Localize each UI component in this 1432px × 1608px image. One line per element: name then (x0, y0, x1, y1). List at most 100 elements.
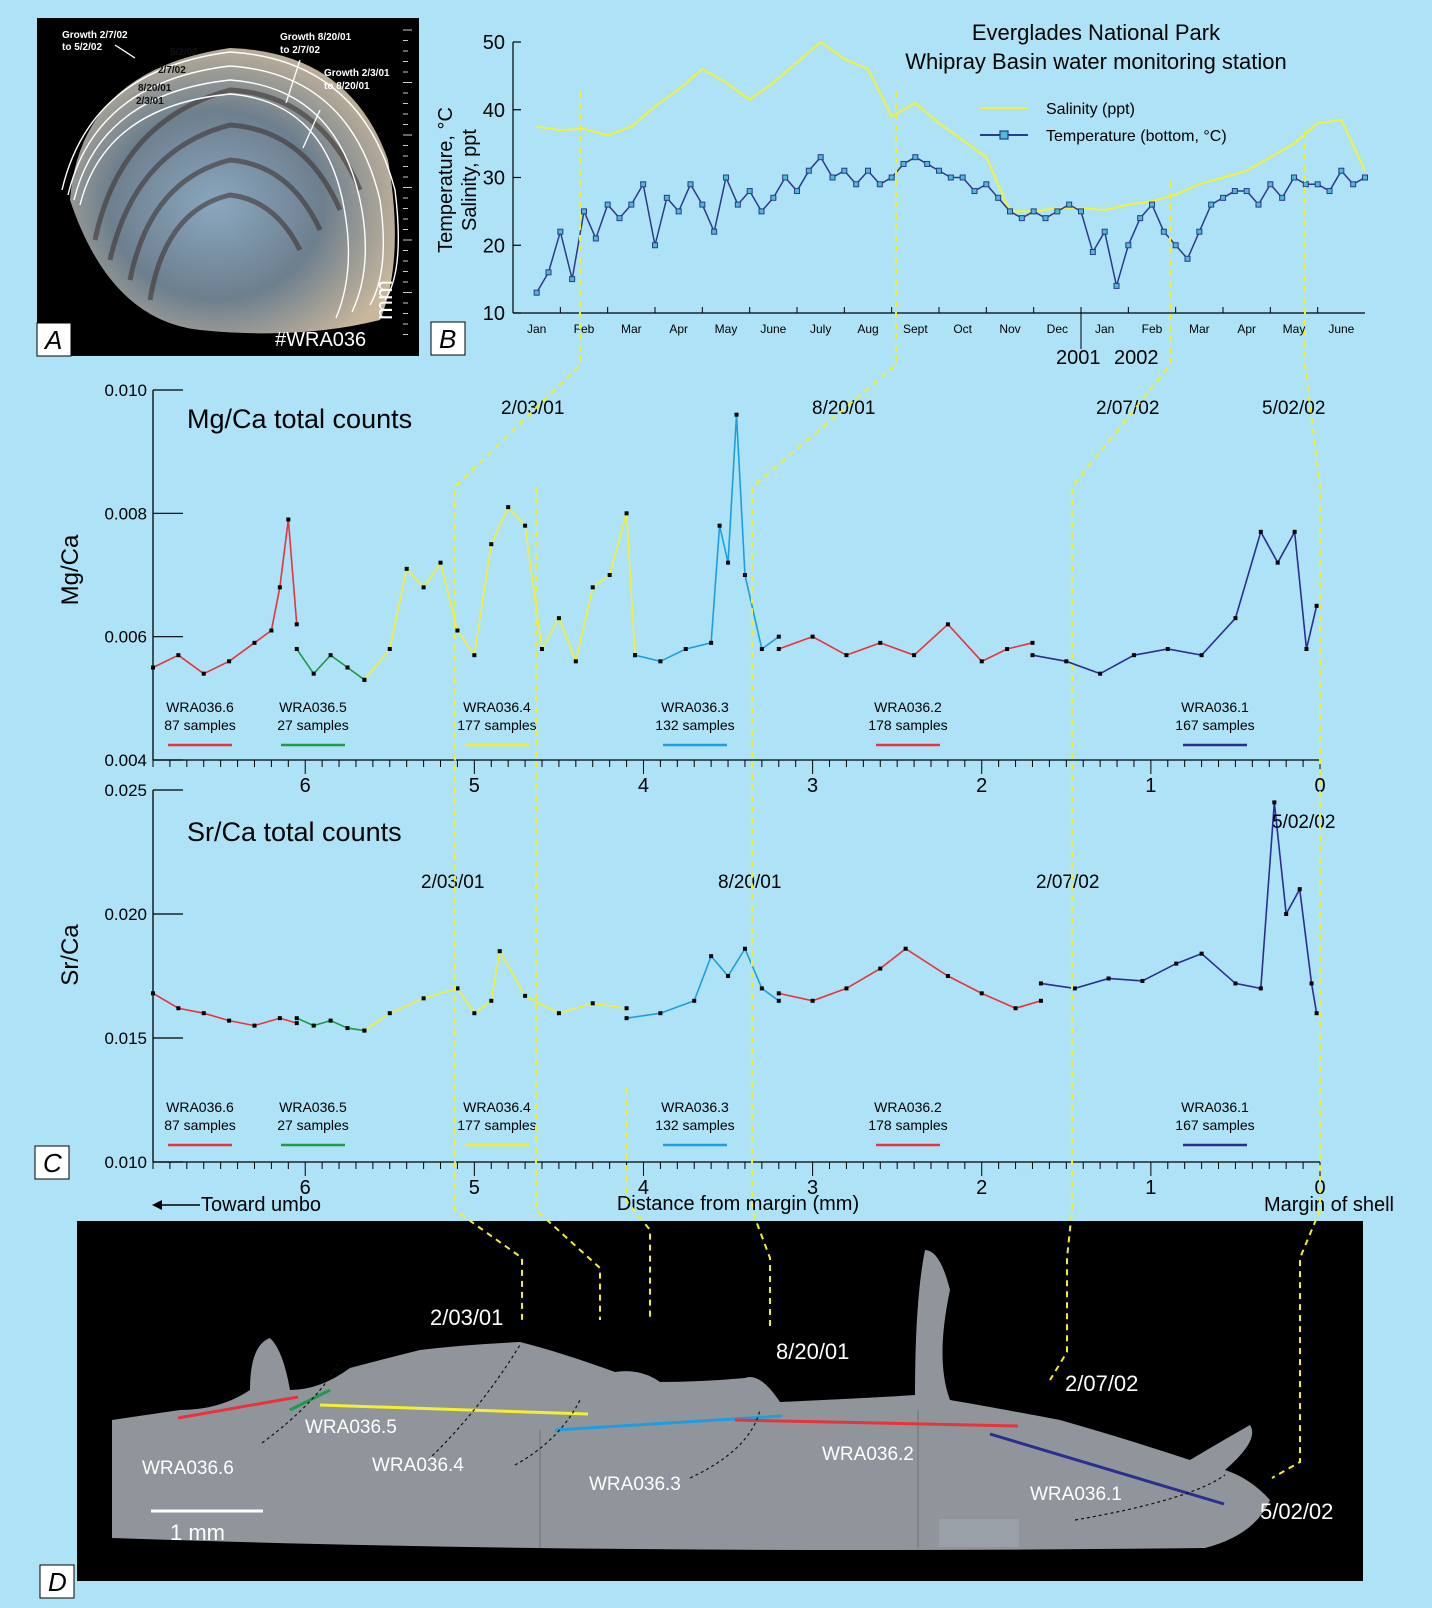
data-point (362, 677, 367, 682)
temperature-point (1208, 201, 1215, 208)
data-point (523, 993, 528, 998)
photo-scale-unit: mm (371, 280, 398, 320)
temperature-point (1350, 181, 1357, 188)
scale-bar-label: 1 mm (170, 1520, 225, 1545)
track-wra036-2 (734, 1418, 1019, 1428)
temperature-point (983, 181, 990, 188)
profile-ytick-label: 0.015 (104, 1029, 147, 1048)
profile-xtick-label: 6 (300, 1177, 311, 1199)
data-point (227, 659, 232, 664)
legend-temperature-marker (999, 130, 1009, 140)
profile-ytick-label: 0.004 (104, 751, 147, 770)
section-label-wra036-5: WRA036.5 (305, 1417, 397, 1438)
legend-salinity-label: Salinity (ppt) (1046, 101, 1135, 118)
temperature-point (1125, 242, 1132, 249)
profile-xtick-label: 5 (469, 775, 480, 797)
data-point (1233, 616, 1238, 621)
temperature-point (1030, 208, 1037, 215)
data-point (590, 585, 595, 590)
chart-b-month-label: May (715, 322, 738, 336)
data-point (979, 659, 984, 664)
data-point (472, 1011, 477, 1016)
series-wra036-2 (778, 623, 1033, 663)
shell-ridges (92, 87, 363, 301)
series-wra036-4 (363, 948, 627, 1032)
data-point (540, 647, 544, 651)
data-point (810, 634, 815, 639)
band-label-2: 2/7/02 (158, 65, 186, 76)
profile-xtick-label: 3 (807, 1177, 818, 1199)
chart-b-ytick-label: 50 (483, 32, 505, 54)
profile-ytick-label: 0.010 (104, 1153, 147, 1172)
data-point (472, 653, 477, 658)
mgca-sample-labels: WRA036.6 87 samples WRA036.5 27 samples WRA0… (164, 699, 1255, 747)
data-point (1314, 603, 1319, 608)
temperature-point (1231, 188, 1238, 195)
sample-count: 27 samples (277, 717, 349, 733)
srca-date-1: 2/03/01 (421, 872, 484, 893)
data-point (1304, 647, 1309, 651)
sample-count: 177 samples (457, 717, 536, 733)
data-point (590, 1001, 595, 1006)
growth-label-3: Growth 2/3/01 (324, 68, 390, 79)
temperature-point (592, 235, 599, 242)
data-point (328, 1018, 333, 1023)
temperature-point (723, 174, 729, 181)
temperature-point (1018, 215, 1025, 222)
temperature-point (947, 174, 954, 181)
salinity-line (536, 40, 1366, 213)
chart-b-month-label: Mar (621, 322, 642, 336)
data-point (624, 511, 629, 516)
toward-umbo-label: Toward umbo (201, 1194, 321, 1216)
track-wra036-5 (289, 1388, 331, 1412)
panel-b-label-box (430, 321, 466, 356)
data-point (277, 585, 282, 590)
data-point (573, 659, 578, 664)
data-point (1233, 981, 1238, 986)
srca-ylabel: Sr/Ca (57, 924, 84, 986)
temperature-point (663, 194, 670, 201)
data-point (1098, 671, 1103, 676)
temperature-point (1007, 208, 1013, 215)
panel-c-srca-chart: Sr/Ca total counts Sr/Ca 0.010 0.015 0.020… (34, 781, 1394, 1216)
data-point (726, 560, 731, 565)
sample-name: WRA036.1 (1181, 699, 1249, 715)
sample-name: WRA036.2 (874, 1099, 942, 1115)
data-point (810, 998, 815, 1003)
guide-2-03-01-c (625, 1088, 651, 1320)
temperature-point (1113, 282, 1120, 289)
srca-series (151, 800, 1319, 1033)
toward-umbo-arrowhead (152, 1200, 162, 1210)
data-point (844, 653, 849, 658)
mgca-ylabel: Mg/Ca (57, 534, 84, 605)
temperature-point (1302, 181, 1309, 188)
data-point (709, 640, 714, 645)
chart-b-ytick-label: 20 (483, 235, 505, 257)
mgca-title: Mg/Ca total counts (187, 404, 412, 434)
data-point (726, 974, 731, 978)
data-point (269, 628, 274, 633)
temperature-point (1243, 188, 1250, 195)
chart-b-month-label: June (760, 322, 786, 336)
temperature-point (995, 194, 1002, 201)
data-point (345, 1026, 350, 1031)
data-point (1284, 912, 1289, 916)
chart-b-month-label: Jan (527, 322, 546, 336)
temperature-point (640, 181, 647, 188)
series-wra036-4 (363, 505, 636, 681)
data-point (421, 585, 426, 590)
profile-xtick-label: 1 (1145, 775, 1156, 797)
section-image-seams (539, 1410, 919, 1548)
section-date-2: 8/20/01 (776, 1339, 849, 1364)
temperature-point (1220, 194, 1226, 201)
sample-count: 87 samples (164, 1117, 236, 1133)
profile-xtick-label: 4 (638, 1177, 649, 1199)
data-point (945, 974, 950, 978)
chart-b-month-label: Feb (574, 322, 595, 336)
srca-date-4: 5/02/02 (1272, 812, 1335, 833)
sample-count: 87 samples (164, 717, 236, 733)
temperature-point (533, 289, 540, 296)
data-point (294, 1021, 299, 1026)
data-point (979, 991, 984, 996)
panel-b-label: B (439, 324, 456, 354)
